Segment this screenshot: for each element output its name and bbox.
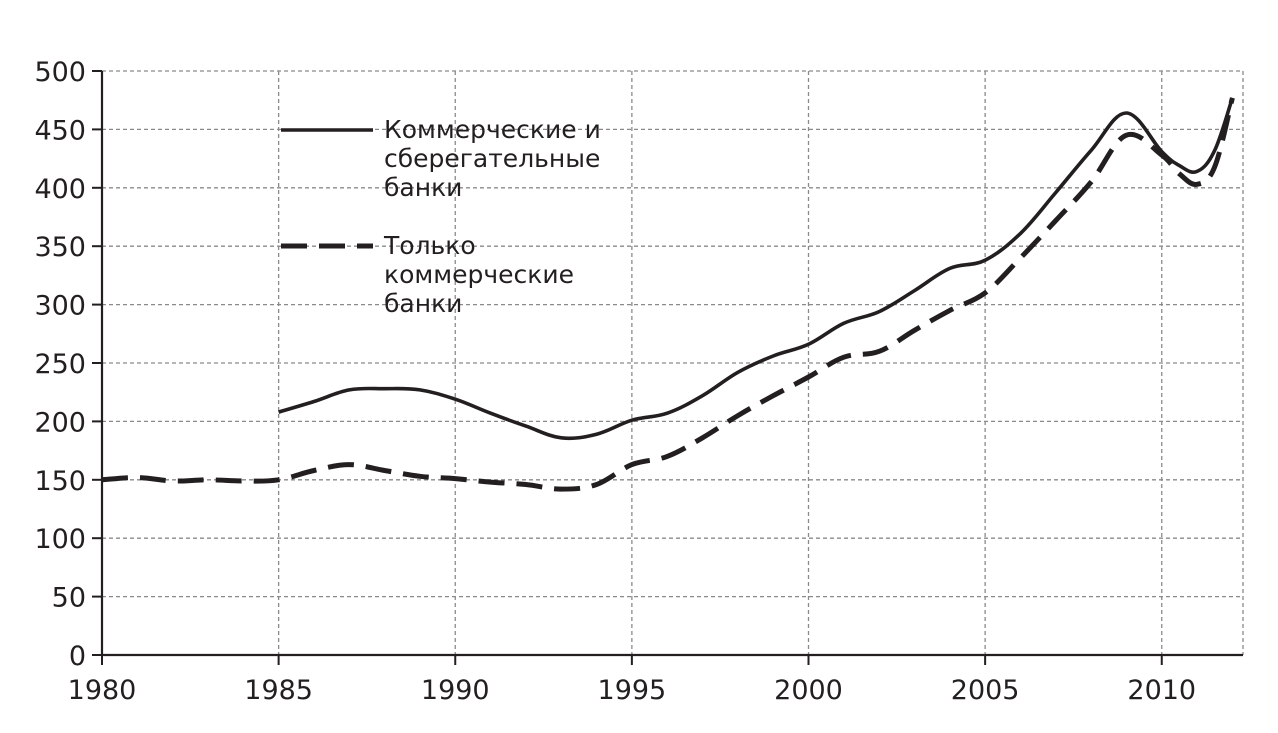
y-tick-label: 150 bbox=[34, 466, 86, 497]
series-line-commercial-and-savings bbox=[278, 97, 1235, 441]
y-tick-label: 350 bbox=[34, 232, 86, 263]
legend-label: коммерческие bbox=[384, 260, 574, 289]
y-tick-label: 250 bbox=[34, 349, 86, 380]
y-tick-label: 400 bbox=[34, 174, 86, 205]
x-tick-label: 1980 bbox=[68, 675, 137, 706]
x-tick-label: 2010 bbox=[1127, 675, 1196, 706]
y-tick-label: 200 bbox=[34, 407, 86, 438]
y-tick-label: 300 bbox=[34, 291, 86, 322]
legend-label: сберегательные bbox=[384, 144, 600, 173]
y-tick-label: 0 bbox=[69, 641, 86, 672]
series-line-commercial-only bbox=[101, 97, 1235, 492]
x-tick-label: 2005 bbox=[951, 675, 1020, 706]
axes bbox=[92, 70, 1243, 665]
tick-labels: 0 50 100 150 200 250 300 350 400 450 500 1980 1985 19… bbox=[34, 57, 1196, 706]
y-tick-label: 450 bbox=[34, 115, 86, 146]
x-tick-label: 1995 bbox=[598, 675, 667, 706]
grid bbox=[102, 70, 1244, 655]
y-tick-label: 500 bbox=[34, 57, 86, 88]
x-tick-label: 1990 bbox=[421, 675, 490, 706]
legend-label: банки bbox=[384, 173, 462, 202]
legend-label: Коммерческие и bbox=[384, 115, 601, 144]
y-tick-label: 100 bbox=[34, 524, 86, 555]
legend: Коммерческие исберегательныебанкиТолькок… bbox=[281, 115, 601, 318]
series-lines bbox=[101, 97, 1235, 492]
x-tick-label: 2000 bbox=[774, 675, 843, 706]
legend-label: Только bbox=[383, 231, 476, 260]
legend-label: банки bbox=[384, 289, 462, 318]
x-tick-label: 1985 bbox=[244, 675, 313, 706]
y-tick-label: 50 bbox=[52, 583, 86, 614]
